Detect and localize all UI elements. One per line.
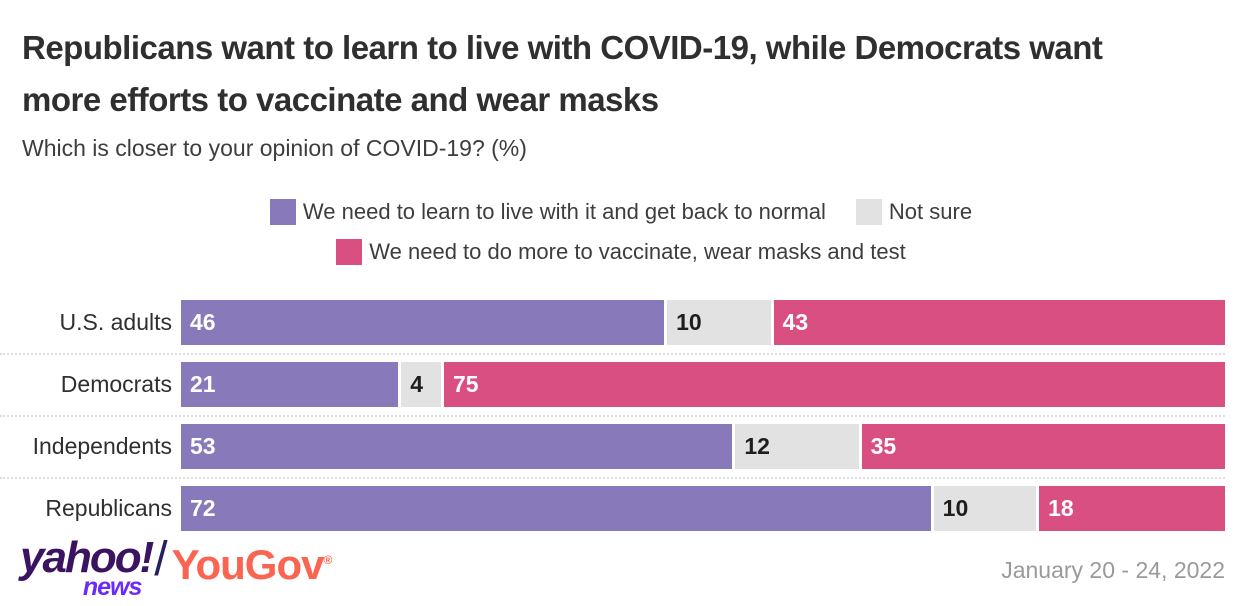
bar-value-label: 10 (676, 309, 702, 335)
bar-segment-live-with-it: 46 (181, 300, 665, 345)
bar-value-label: 12 (744, 433, 770, 459)
yahoo-wordmark: yahoo! (20, 533, 154, 582)
legend-swatch-live-with-it (269, 199, 296, 225)
row-label: U.S. adults (59, 309, 173, 335)
bar-segment-do-more: 35 (861, 424, 1225, 469)
bar-value-label: 75 (452, 371, 479, 397)
chart-legend: We need to learn to live with it and get… (0, 192, 1242, 272)
bar-value-label: 43 (782, 309, 809, 335)
legend-swatch-not-sure (855, 199, 882, 225)
logo-separator-slash: / (154, 533, 168, 586)
bar-value-label: 18 (1048, 495, 1074, 521)
yougov-logo: YouGov® (171, 541, 333, 588)
legend-label-not-sure: Not sure (888, 199, 973, 224)
bar-value-label: 46 (190, 309, 216, 335)
bar-value-label: 4 (410, 371, 424, 397)
bar-segment-live-with-it: 53 (181, 424, 733, 469)
chart-row-republicans: Republicans 72 10 18 (0, 486, 1225, 531)
brand-logos: yahoo! news / YouGov® (20, 533, 333, 601)
bar-value-label: 21 (190, 371, 216, 397)
bar-segment-do-more: 18 (1039, 486, 1225, 531)
chart-row-democrats: Democrats 21 4 75 (0, 362, 1225, 407)
legend-line-2: We need to do more to vaccinate, wear ma… (0, 232, 1242, 272)
bar-value-label: 35 (870, 433, 897, 459)
bar-segment-live-with-it: 72 (181, 486, 931, 531)
chart-row-u-s-adults: U.S. adults 46 10 43 (0, 300, 1225, 345)
chart-subtitle: Which is closer to your opinion of COVID… (22, 135, 527, 161)
legend-label-live-with-it: We need to learn to live with it and get… (302, 199, 826, 224)
chart-row-independents: Independents 53 12 35 (0, 424, 1225, 469)
date-range: January 20 - 24, 2022 (1001, 557, 1225, 583)
bar-group: 72 10 18 (181, 486, 1225, 531)
bar-group: 46 10 43 (181, 300, 1225, 345)
row-separator (0, 415, 1225, 417)
bar-value-label: 10 (942, 495, 969, 521)
yahoo-news-logo: yahoo! news (20, 533, 154, 601)
row-label: Independents (32, 433, 172, 459)
bar-segment-not-sure: 10 (933, 486, 1037, 531)
row-separator (0, 477, 1225, 479)
row-separator (0, 353, 1225, 355)
row-label: Democrats (60, 371, 172, 397)
bar-group: 53 12 35 (181, 424, 1225, 469)
bar-value-label: 72 (190, 495, 216, 521)
legend-swatch-do-more (336, 239, 363, 265)
bar-group: 21 4 75 (181, 362, 1225, 407)
bar-segment-not-sure: 12 (735, 424, 859, 469)
legend-line-1: We need to learn to live with it and get… (0, 192, 1242, 232)
bar-segment-do-more: 43 (773, 300, 1225, 345)
yahoo-news-label: news (82, 573, 143, 601)
bar-segment-live-with-it: 21 (181, 362, 399, 407)
legend-label-do-more: We need to do more to vaccinate, wear ma… (369, 239, 906, 264)
bar-segment-do-more: 75 (443, 362, 1225, 407)
chart-footer: yahoo! news / YouGov® January 20 - 24, 2… (20, 533, 1225, 601)
bar-segment-not-sure: 10 (667, 300, 771, 345)
bar-value-label: 53 (190, 433, 216, 459)
stacked-bar-chart: U.S. adults 46 10 43 Democrats 21 4 75 Independe… (0, 300, 1225, 531)
bar-segment-not-sure: 4 (401, 362, 441, 407)
registered-trademark-icon: ® (323, 553, 332, 567)
page-title: Republicans want to learn to live with C… (22, 29, 1103, 118)
row-label: Republicans (45, 495, 172, 521)
